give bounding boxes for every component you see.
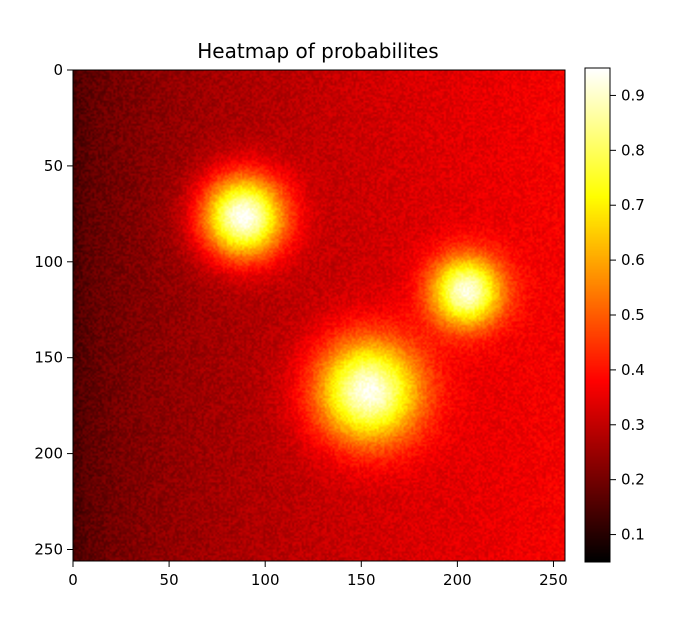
x-tick-label: 250 bbox=[539, 571, 568, 589]
x-tick-label: 200 bbox=[443, 571, 472, 589]
plot-frame bbox=[72, 69, 566, 562]
y-tick-label: 100 bbox=[34, 253, 63, 271]
y-tick-label: 0 bbox=[53, 61, 63, 79]
heatmap-image bbox=[73, 70, 565, 561]
colorbar-tick-label: 0.4 bbox=[621, 361, 645, 379]
colorbar-tick-label: 0.5 bbox=[621, 306, 645, 324]
colorbar-axis: 0.1 0.2 0.3 0.4 0.5 0.6 0.7 0.8 0.9 bbox=[610, 86, 645, 544]
colorbar-tick-label: 0.1 bbox=[621, 526, 645, 544]
y-tick-label: 150 bbox=[34, 349, 63, 367]
colorbar-gradient bbox=[585, 68, 610, 562]
colorbar-tick-label: 0.2 bbox=[621, 471, 645, 489]
y-tick-label: 50 bbox=[44, 157, 63, 175]
x-tick-label: 150 bbox=[347, 571, 376, 589]
y-axis: 0 50 100 150 200 250 bbox=[34, 61, 73, 558]
x-tick-label: 50 bbox=[160, 571, 179, 589]
colorbar-tick-label: 0.9 bbox=[621, 86, 645, 104]
x-tick-label: 100 bbox=[251, 571, 280, 589]
colorbar-tick-label: 0.3 bbox=[621, 416, 645, 434]
colorbar-tick-label: 0.8 bbox=[621, 141, 645, 159]
x-tick-label: 0 bbox=[68, 571, 78, 589]
colorbar-tick-label: 0.7 bbox=[621, 196, 645, 214]
colorbar-tick-label: 0.6 bbox=[621, 251, 645, 269]
y-tick-label: 200 bbox=[34, 445, 63, 463]
chart-title: Heatmap of probabilites bbox=[197, 39, 438, 63]
y-tick-label: 250 bbox=[34, 540, 63, 558]
x-axis: 0 50 100 150 200 250 bbox=[68, 561, 568, 589]
